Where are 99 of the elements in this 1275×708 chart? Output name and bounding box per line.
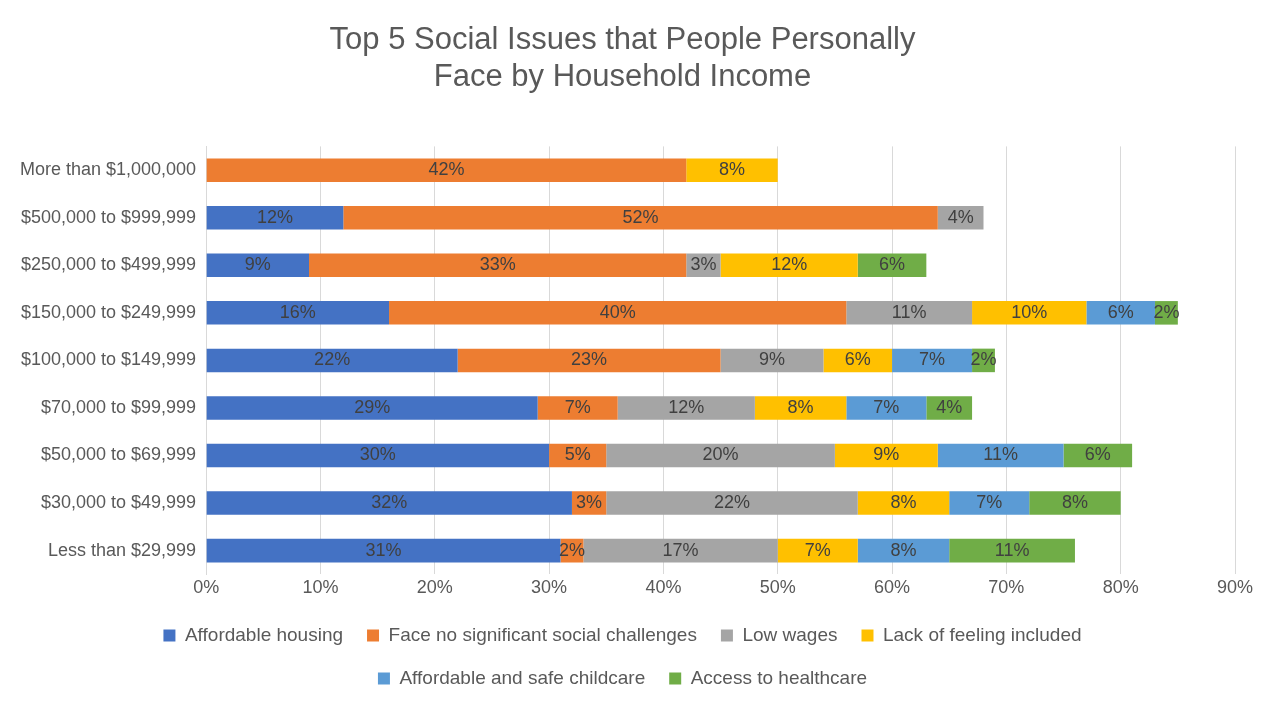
data-label: 8%: [1061, 492, 1088, 513]
y-tick-label: More than $1,000,000: [19, 159, 197, 180]
data-label: 7%: [919, 349, 946, 370]
bar: [206, 396, 538, 420]
y-tick-label: $70,000 to $99,999: [40, 396, 197, 417]
x-tick-label: 10%: [302, 577, 339, 598]
bar: [206, 205, 344, 230]
data-label: 8%: [787, 396, 814, 417]
data-label: 6%: [1084, 444, 1111, 465]
data-label: 11%: [983, 444, 1018, 465]
bar: [583, 538, 778, 563]
bar: [972, 301, 1087, 325]
bar: [206, 158, 687, 182]
x-tick-label: 20%: [416, 577, 453, 598]
bar: [937, 443, 1064, 468]
data-label: 12%: [668, 396, 705, 417]
bar: [949, 491, 1030, 515]
legend-label: Affordable housing: [184, 623, 344, 645]
bar: [754, 396, 847, 420]
x-tick-label: 30%: [531, 577, 568, 598]
legend-label: Affordable and safe childcare: [399, 666, 646, 688]
legend-label: Lack of feeling included: [882, 623, 1082, 645]
bar: [846, 301, 973, 325]
x-tick-label: 40%: [645, 577, 682, 598]
data-label: 11%: [994, 539, 1030, 560]
data-label: 3%: [690, 254, 717, 275]
data-label: 31%: [365, 539, 402, 560]
y-tick-label: $250,000 to $499,999: [20, 254, 197, 275]
data-label: 11%: [891, 301, 927, 322]
data-label: 6%: [1107, 301, 1134, 322]
bar: [457, 348, 721, 373]
data-label: 12%: [256, 206, 293, 227]
y-tick-label: $50,000 to $69,999: [40, 444, 197, 465]
data-label: 4%: [936, 396, 963, 417]
bar: [606, 443, 835, 468]
x-tick-label: 0%: [193, 577, 220, 598]
bar: [617, 396, 755, 420]
data-label: 7%: [564, 396, 591, 417]
data-label: 9%: [873, 444, 900, 465]
data-label: 33%: [479, 254, 516, 275]
bar: [206, 538, 561, 563]
legend-label: Face no significant social challenges: [388, 623, 697, 645]
y-tick-label: $150,000 to $249,999: [20, 301, 197, 322]
data-label: 32%: [371, 492, 408, 513]
bar: [309, 253, 687, 278]
bar: [846, 396, 927, 420]
x-tick-label: 60%: [874, 577, 911, 598]
data-label: 9%: [244, 254, 271, 275]
data-label: 20%: [702, 444, 739, 465]
x-tick-label: 90%: [1216, 577, 1254, 598]
data-label: 22%: [713, 492, 751, 513]
data-label: 22%: [314, 349, 351, 370]
bar: [720, 253, 858, 278]
bar: [834, 443, 938, 468]
data-label: 42%: [428, 159, 465, 180]
legend-label: Low wages: [742, 623, 838, 645]
data-label: 17%: [662, 539, 699, 560]
bar: [686, 158, 778, 182]
bar: [389, 301, 847, 325]
data-label: 5%: [564, 444, 591, 465]
data-label: 7%: [804, 539, 831, 560]
bar: [206, 443, 550, 468]
bar: [206, 491, 572, 515]
bar: [1029, 491, 1121, 515]
data-label: 3%: [576, 492, 603, 513]
data-label: 10%: [1011, 301, 1048, 322]
bar: [606, 491, 858, 515]
legend-label: Access to healthcare: [690, 666, 868, 688]
bar: [537, 396, 618, 420]
y-tick-label: $500,000 to $999,999: [20, 206, 197, 227]
data-label: 8%: [890, 492, 917, 513]
y-tick-label: $30,000 to $49,999: [40, 492, 197, 513]
bar: [343, 205, 938, 230]
y-tick-label: $100,000 to $149,999: [20, 349, 197, 370]
chart-title: Top 5 Social Issues that People Personally Face by Household Income: [329, 21, 916, 94]
bar: [857, 491, 950, 515]
data-label: 6%: [844, 349, 871, 370]
bar: [949, 538, 1075, 563]
data-label: 30%: [359, 444, 396, 465]
data-label: 16%: [279, 301, 316, 322]
data-label: 23%: [571, 349, 608, 370]
data-label: 6%: [879, 254, 906, 275]
x-tick-label: 80%: [1102, 577, 1139, 598]
data-label: 4%: [947, 206, 974, 227]
y-tick-label: Less than $29,999: [48, 539, 197, 560]
bar: [1086, 301, 1155, 325]
data-label: 29%: [354, 396, 391, 417]
x-tick-label: 70%: [988, 577, 1025, 598]
data-label: 7%: [873, 396, 900, 417]
data-label: 40%: [599, 301, 636, 322]
data-label: 7%: [976, 492, 1003, 513]
bar: [206, 301, 390, 325]
bar: [206, 348, 458, 373]
data-label: 52%: [622, 206, 659, 227]
x-tick-label: 50%: [759, 577, 796, 598]
data-label: 9%: [759, 349, 786, 370]
data-label: 8%: [890, 539, 917, 560]
data-label: 8%: [718, 159, 746, 180]
data-label: 12%: [771, 254, 808, 275]
